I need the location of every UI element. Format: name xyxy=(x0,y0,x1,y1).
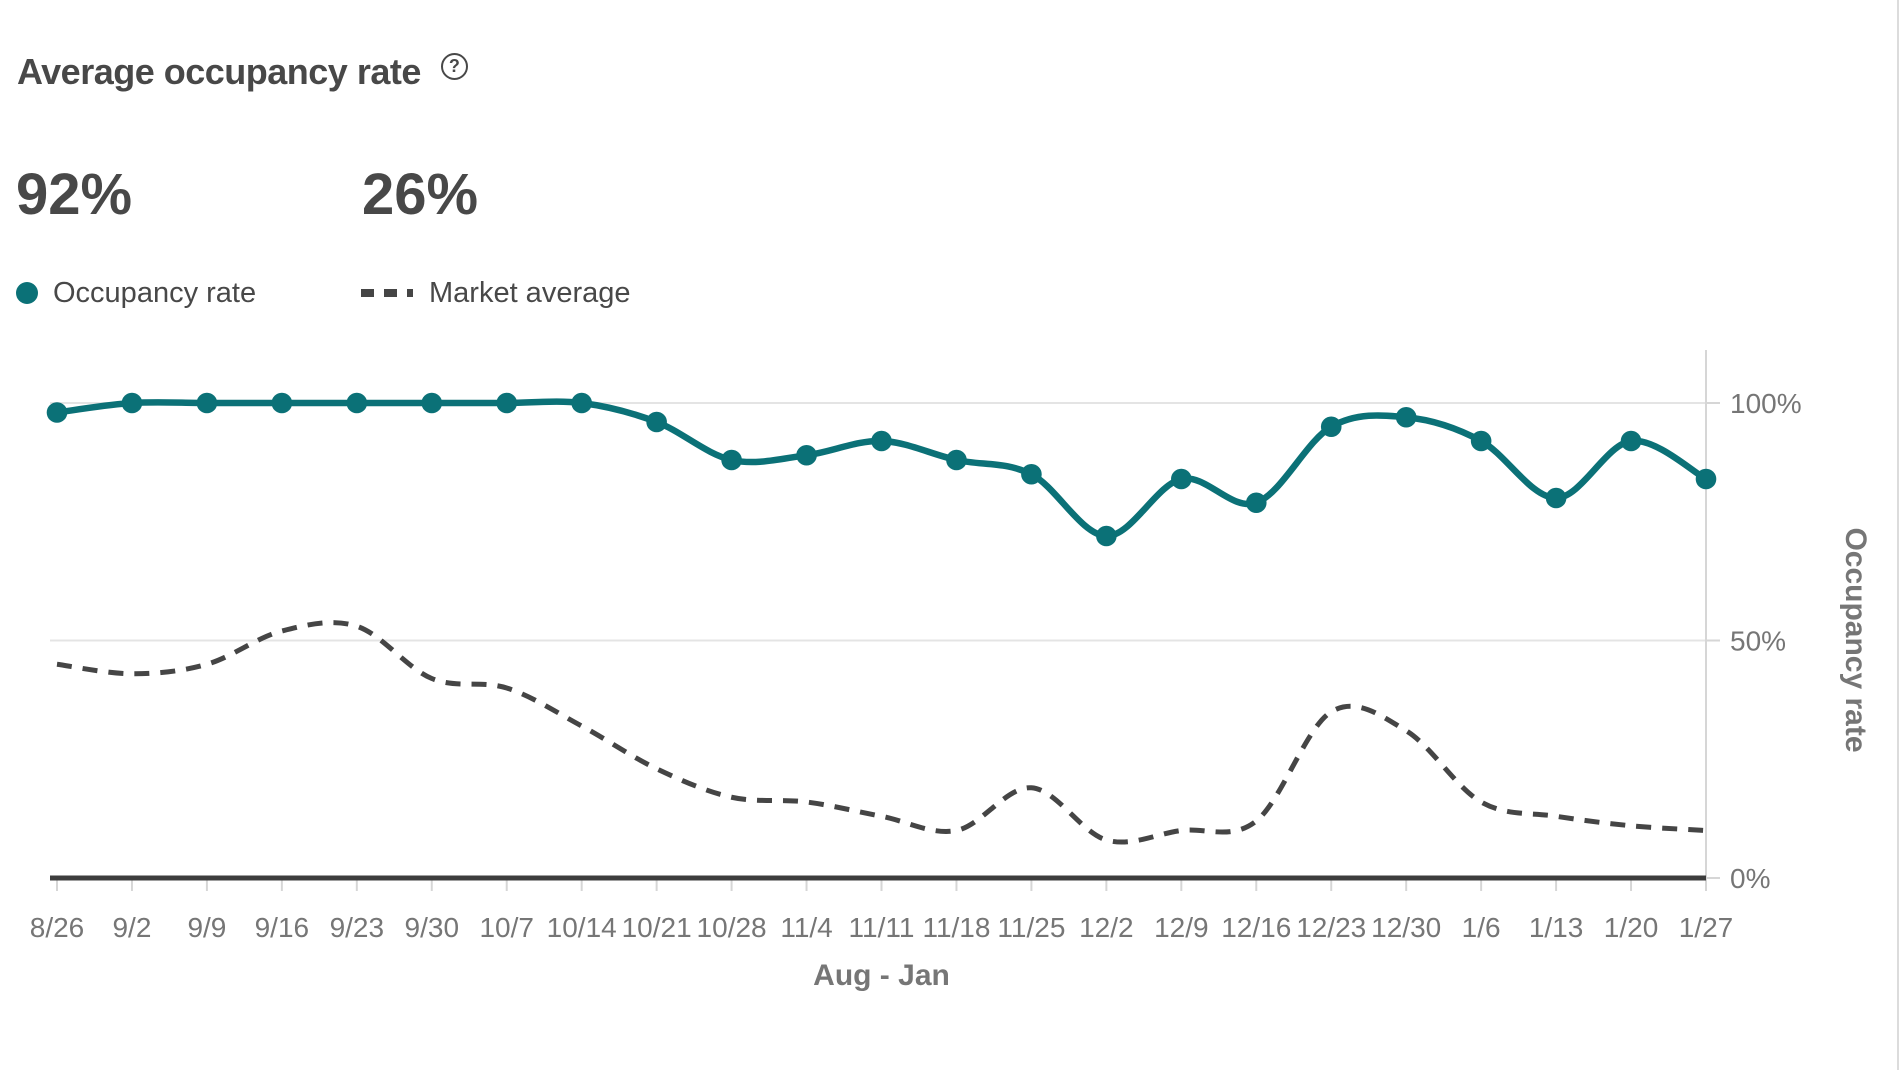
market-dash-swatch xyxy=(361,289,413,297)
x-tick-label: 12/23 xyxy=(1296,912,1366,943)
data-point-10/28[interactable] xyxy=(721,449,742,471)
y-tick-label: 50% xyxy=(1730,626,1786,657)
x-tick-label: 10/14 xyxy=(547,912,617,943)
x-tick-label: 10/28 xyxy=(697,912,767,943)
occupancy-stat-value: 92% xyxy=(16,162,133,227)
data-point-9/30[interactable] xyxy=(421,392,443,414)
help-icon[interactable]: ? xyxy=(440,53,468,80)
data-point-8/26[interactable] xyxy=(46,402,68,423)
data-point-11/11[interactable] xyxy=(871,430,892,452)
data-point-11/18[interactable] xyxy=(946,449,967,471)
legend-item-occupancy: Occupancy rate xyxy=(16,276,256,310)
data-point-1/20[interactable] xyxy=(1620,430,1642,452)
data-point-12/2[interactable] xyxy=(1096,525,1117,547)
legend-occupancy-label: Occupancy rate xyxy=(53,276,257,309)
legend-item-market: Market average xyxy=(361,276,631,310)
x-tick-label: 1/20 xyxy=(1604,912,1659,943)
data-point-9/9[interactable] xyxy=(196,392,218,414)
x-tick-label: 12/9 xyxy=(1154,912,1209,943)
occupancy-dot-swatch xyxy=(16,282,38,304)
data-point-12/23[interactable] xyxy=(1320,416,1342,438)
y-axis-title: Occupancy rate xyxy=(1839,527,1872,752)
occupancy-rate-line xyxy=(53,398,1710,540)
x-tick-label: 12/2 xyxy=(1079,912,1134,943)
data-point-10/21[interactable] xyxy=(646,411,667,433)
page-title: Average occupancy rate xyxy=(17,51,421,92)
data-point-9/16[interactable] xyxy=(271,392,293,414)
x-tick-label: 9/16 xyxy=(255,912,310,943)
y-tick-label: 100% xyxy=(1730,388,1802,419)
data-point-11/4[interactable] xyxy=(796,444,817,466)
data-point-12/9[interactable] xyxy=(1171,468,1192,490)
data-point-9/2[interactable] xyxy=(121,392,143,414)
data-point-10/14[interactable] xyxy=(571,392,592,414)
data-point-11/25[interactable] xyxy=(1021,463,1042,485)
x-tick-label: 11/25 xyxy=(997,912,1065,943)
x-tick-label: 9/2 xyxy=(112,912,151,943)
market-stat-value: 26% xyxy=(362,162,479,227)
x-tick-label: 1/27 xyxy=(1679,912,1734,943)
x-tick-label: 9/23 xyxy=(330,912,385,943)
x-axis-title: Aug - Jan xyxy=(813,959,950,992)
x-tick-label: 11/11 xyxy=(849,912,915,943)
data-point-12/16[interactable] xyxy=(1245,492,1267,514)
data-point-12/30[interactable] xyxy=(1395,406,1417,428)
legend-market-label: Market average xyxy=(429,276,631,309)
data-point-10/7[interactable] xyxy=(496,392,518,414)
x-tick-label: 1/6 xyxy=(1462,912,1501,943)
x-tick-label: 11/4 xyxy=(780,912,832,943)
chart-header: Average occupancy rate ? xyxy=(17,52,468,92)
x-tick-label: 12/16 xyxy=(1221,912,1291,943)
market-average-line xyxy=(56,620,1707,845)
data-point-1/27[interactable] xyxy=(1695,468,1717,490)
y-tick-label: 0% xyxy=(1730,863,1770,894)
x-tick-label: 1/13 xyxy=(1529,912,1584,943)
x-tick-label: 8/26 xyxy=(30,912,85,943)
x-tick-label: 10/21 xyxy=(622,912,692,943)
x-tick-label: 9/9 xyxy=(187,912,226,943)
x-tick-label: 9/30 xyxy=(405,912,460,943)
x-tick-label: 10/7 xyxy=(479,912,534,943)
data-point-1/6[interactable] xyxy=(1470,430,1492,452)
data-point-9/23[interactable] xyxy=(346,392,368,414)
data-point-1/13[interactable] xyxy=(1545,487,1567,509)
x-tick-label: 11/18 xyxy=(922,912,990,943)
x-tick-label: 12/30 xyxy=(1371,912,1441,943)
